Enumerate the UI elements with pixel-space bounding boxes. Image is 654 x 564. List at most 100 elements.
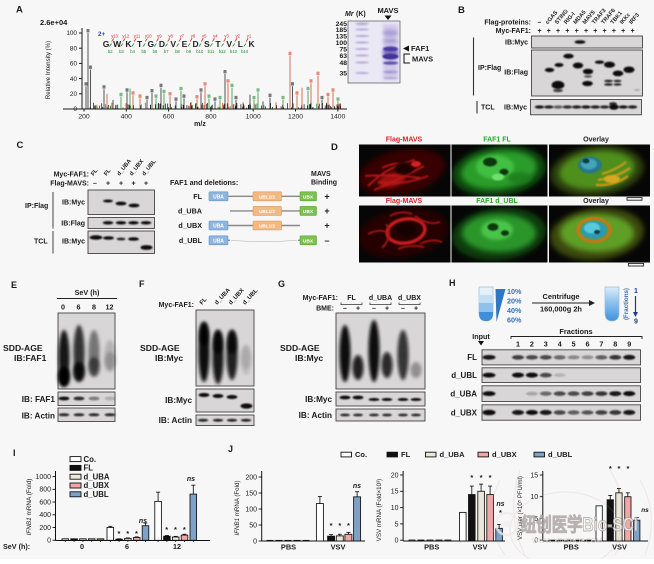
svg-text:6: 6 — [586, 340, 590, 349]
svg-text:800: 800 — [39, 487, 51, 494]
svg-text:2.6e+04: 2.6e+04 — [40, 18, 68, 27]
svg-text:UBA: UBA — [213, 239, 224, 245]
svg-text:SDD-AGE: SDD-AGE — [280, 343, 320, 353]
svg-text:185: 185 — [336, 27, 348, 34]
svg-text:d_UBX: d_UBX — [492, 450, 517, 459]
svg-text:UBA: UBA — [213, 195, 224, 201]
svg-text:600: 600 — [39, 499, 51, 506]
svg-text:IB:Myc: IB:Myc — [295, 353, 323, 363]
svg-text:W: W — [113, 39, 122, 49]
svg-text:200: 200 — [245, 474, 257, 481]
svg-text:400: 400 — [39, 512, 51, 519]
svg-text:60%: 60% — [507, 316, 522, 325]
svg-text:12: 12 — [106, 303, 114, 312]
svg-text:+: + — [584, 28, 588, 35]
svg-text:+: + — [575, 28, 579, 35]
svg-text:TCL: TCL — [34, 239, 48, 246]
svg-text:b7: b7 — [164, 49, 169, 54]
svg-text:IB:Myc: IB:Myc — [305, 395, 332, 404]
svg-text:y13: y13 — [111, 34, 118, 39]
svg-text:10: 10 — [530, 494, 538, 501]
svg-text:VSV: VSV — [331, 543, 346, 552]
svg-text:*: * — [618, 464, 621, 473]
svg-text:*: * — [470, 473, 473, 482]
svg-text:b12: b12 — [219, 49, 227, 54]
svg-text:UBA: UBA — [213, 224, 224, 230]
svg-text:T: T — [215, 39, 221, 49]
svg-text:G: G — [278, 279, 285, 289]
svg-text:FL: FL — [401, 450, 411, 459]
svg-text:40%: 40% — [507, 306, 522, 315]
svg-text:y12: y12 — [122, 34, 129, 39]
svg-text:+: + — [356, 306, 360, 313]
svg-text:FL: FL — [467, 353, 477, 362]
svg-text:d_UBX: d_UBX — [178, 221, 202, 230]
svg-text:D: D — [331, 142, 338, 153]
svg-text:5: 5 — [534, 516, 538, 523]
svg-text:b11: b11 — [208, 49, 215, 54]
svg-text:+: + — [537, 28, 541, 35]
svg-text:IB: Actin: IB: Actin — [159, 416, 192, 425]
svg-text:75: 75 — [339, 46, 347, 53]
svg-text:5: 5 — [572, 340, 576, 349]
svg-text:SeV (h):: SeV (h): — [3, 542, 30, 551]
svg-text:100: 100 — [66, 30, 77, 37]
svg-text:b14: b14 — [241, 49, 249, 54]
svg-text:(Fractions): (Fractions) — [623, 288, 630, 320]
svg-text:ns: ns — [139, 518, 147, 525]
svg-text:*: * — [347, 521, 350, 530]
svg-text:d_UBX: d_UBX — [398, 295, 421, 302]
svg-text:800: 800 — [205, 114, 217, 121]
svg-text:G: G — [147, 39, 154, 49]
svg-text:40: 40 — [70, 76, 78, 83]
svg-text:Flag-MAVS:: Flag-MAVS: — [50, 181, 89, 188]
svg-text:+: + — [324, 206, 329, 216]
svg-text:y3: y3 — [224, 34, 229, 39]
svg-text:20: 20 — [391, 472, 399, 479]
svg-text:IB:Myc: IB:Myc — [62, 200, 85, 207]
svg-text:VSV: VSV — [473, 543, 488, 552]
svg-text:IB:Myc: IB:Myc — [505, 40, 528, 47]
svg-text:+: + — [556, 28, 560, 35]
svg-text:IB: Actin: IB: Actin — [22, 412, 55, 421]
svg-text:IB:FAF1: IB:FAF1 — [14, 353, 47, 363]
svg-text:K: K — [125, 39, 132, 49]
svg-text:UBL1/2: UBL1/2 — [259, 209, 275, 214]
svg-text:Mr: Mr — [345, 11, 355, 18]
svg-text:*: * — [480, 473, 483, 482]
svg-text:3: 3 — [544, 340, 548, 349]
svg-text:245: 245 — [336, 21, 348, 28]
svg-text:FAF1: FAF1 — [411, 44, 429, 53]
svg-text:MAVS: MAVS — [311, 171, 331, 178]
svg-text:纽创医学Bio-SCI: 纽创医学Bio-SCI — [521, 513, 638, 536]
svg-text:ns: ns — [187, 476, 195, 483]
svg-text:+: + — [603, 28, 607, 35]
svg-text:y6: y6 — [191, 34, 196, 39]
svg-text:400: 400 — [121, 114, 133, 121]
svg-text:80: 80 — [70, 45, 78, 52]
svg-text:*: * — [135, 529, 138, 538]
svg-text:+: + — [547, 28, 551, 35]
svg-text:y9: y9 — [157, 34, 162, 39]
svg-text:1: 1 — [516, 340, 520, 349]
svg-text:y8: y8 — [168, 34, 173, 39]
svg-text:IB:Flag: IB:Flag — [504, 70, 528, 77]
svg-text:–: – — [324, 235, 329, 245]
svg-text:d_UBX: d_UBX — [451, 408, 478, 417]
svg-text:–: – — [401, 306, 405, 313]
svg-text:K: K — [249, 39, 256, 49]
svg-text:*: * — [499, 508, 502, 517]
svg-text:Myc-FAF1:: Myc-FAF1: — [303, 295, 338, 302]
svg-text:IFNB1 mRNA (Fold): IFNB1 mRNA (Fold) — [26, 479, 33, 536]
svg-text:d_UBA: d_UBA — [84, 472, 110, 481]
svg-text:1200: 1200 — [288, 114, 303, 121]
svg-text:b3: b3 — [119, 49, 124, 54]
svg-text:IP:Flag: IP:Flag — [25, 203, 48, 210]
svg-text:FL: FL — [193, 192, 202, 201]
svg-text:*: * — [165, 525, 168, 534]
svg-text:+: + — [106, 181, 110, 188]
svg-text:H: H — [449, 278, 456, 288]
svg-text:100: 100 — [336, 40, 348, 47]
svg-text:J: J — [228, 444, 233, 454]
svg-text:F: F — [139, 279, 145, 289]
